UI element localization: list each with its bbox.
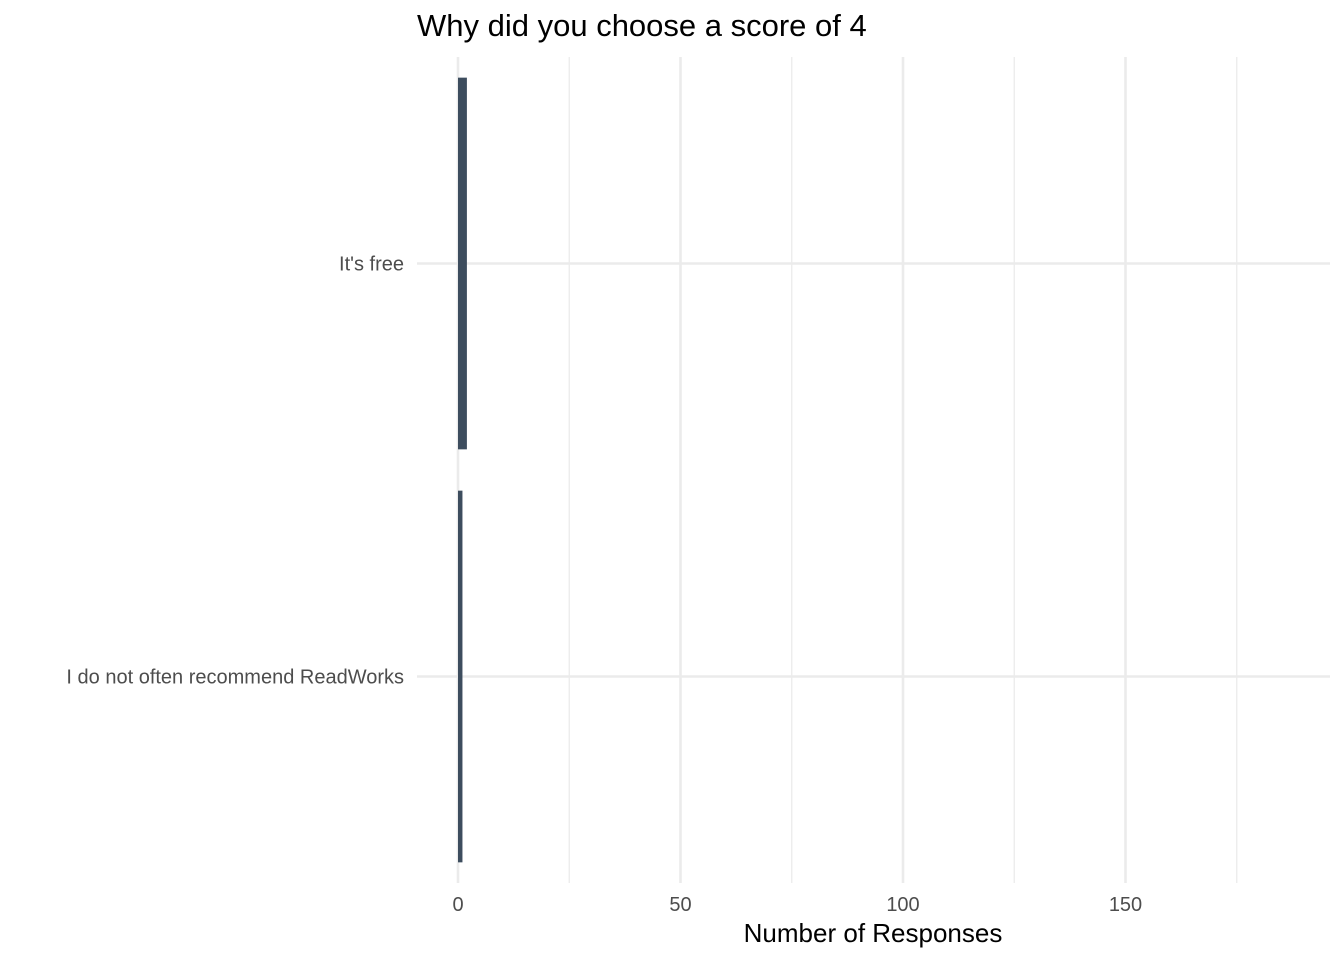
y-tick-label: I do not often recommend ReadWorks (66, 667, 404, 689)
x-axis-title: Number of Responses (744, 918, 1003, 948)
x-tick-label: 100 (886, 894, 919, 916)
x-tick-label: 50 (669, 894, 691, 916)
bar (458, 490, 463, 863)
x-tick-label: 150 (1109, 894, 1142, 916)
grid-layer (417, 57, 1330, 883)
y-tick-label: It's free (339, 254, 404, 276)
bar (458, 77, 467, 450)
y-axis-labels: I do not often recommend ReadWorks It's f… (66, 254, 404, 689)
bars-layer (458, 77, 467, 863)
x-axis-labels: 0 50 100 150 (452, 894, 1142, 916)
chart-title: Why did you choose a score of 4 (417, 8, 867, 43)
x-tick-label: 0 (452, 894, 463, 916)
